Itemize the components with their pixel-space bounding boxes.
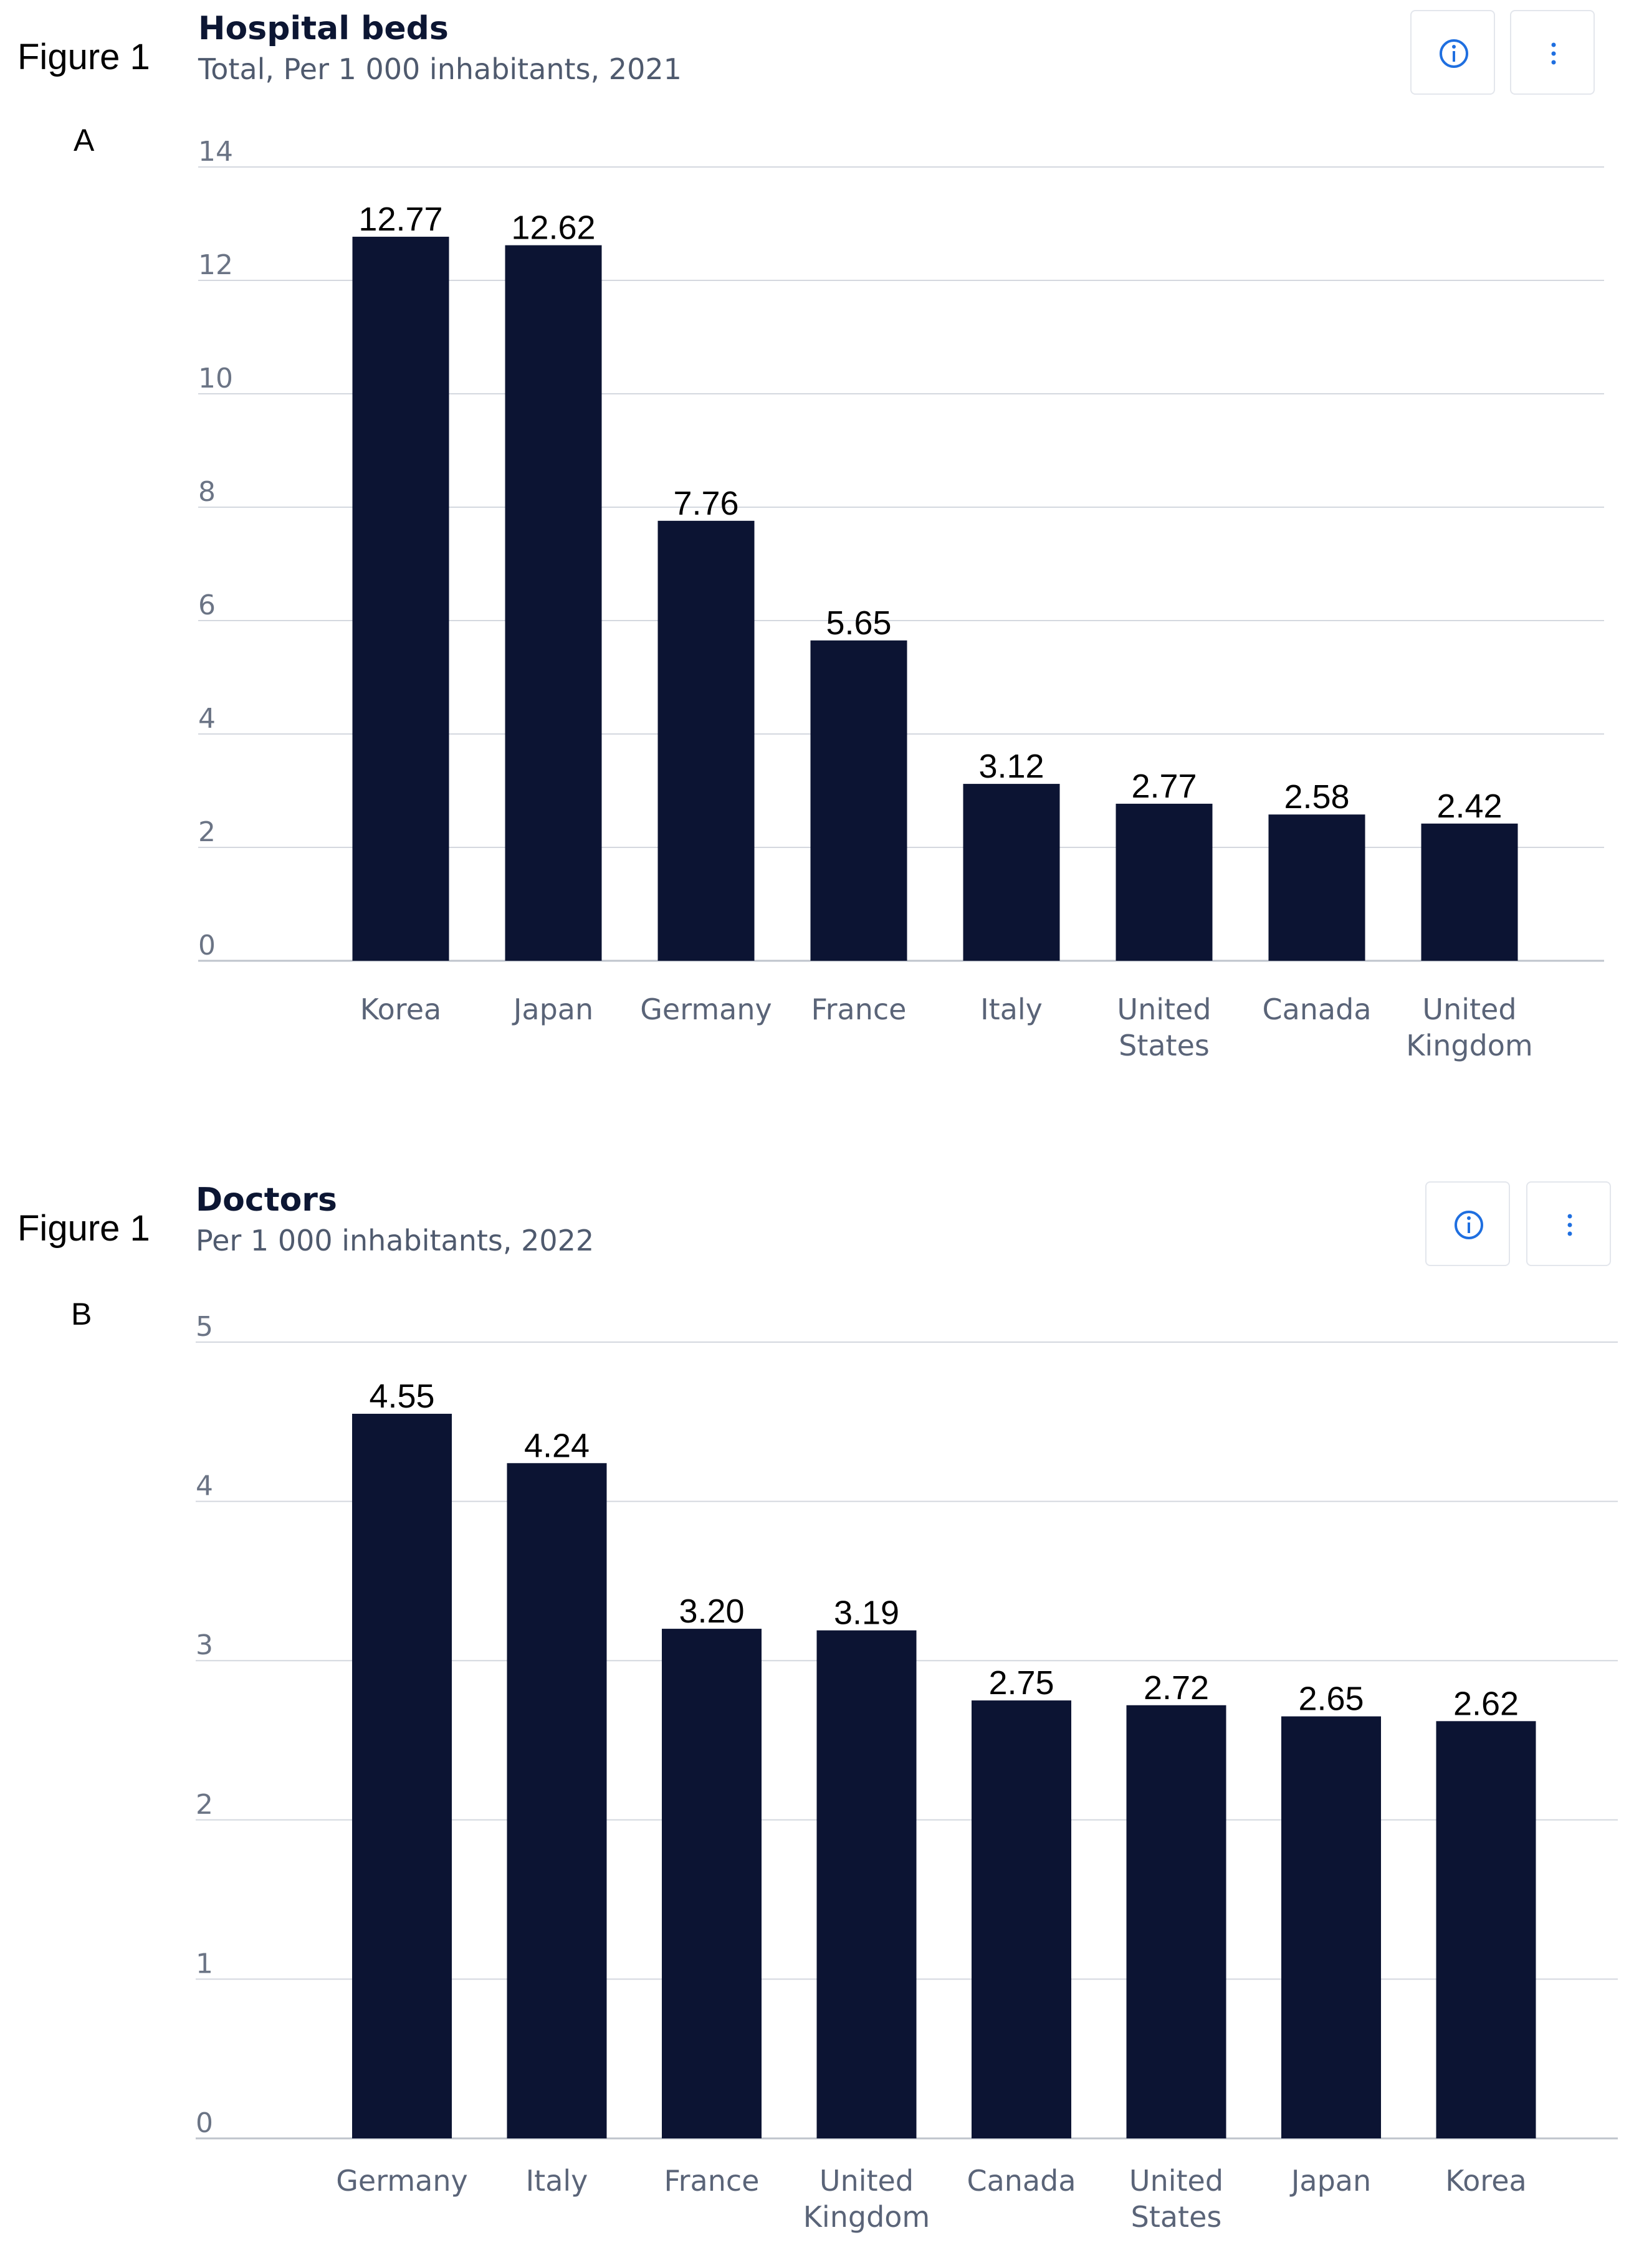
more-options-button[interactable] — [1510, 10, 1595, 95]
category-label: Italy — [980, 993, 1043, 1026]
chart-subtitle: Per 1 000 inhabitants, 2022 — [196, 1224, 595, 1257]
data-label: 5.65 — [826, 604, 891, 642]
info-button[interactable] — [1425, 1181, 1510, 1266]
bar[interactable] — [972, 1700, 1071, 2138]
bar[interactable] — [662, 1629, 762, 2138]
data-label: 4.24 — [524, 1427, 590, 1464]
y-tick-label: 0 — [196, 2107, 213, 2139]
bar[interactable] — [1126, 1705, 1226, 2138]
y-tick-label: 2 — [198, 816, 216, 848]
bar[interactable] — [810, 640, 907, 961]
bar[interactable] — [1421, 823, 1518, 961]
data-label: 2.77 — [1131, 768, 1197, 805]
y-tick-label: 1 — [196, 1948, 213, 1980]
data-label: 2.58 — [1284, 778, 1349, 816]
data-label: 12.77 — [358, 201, 442, 238]
y-tick-label: 4 — [198, 703, 216, 735]
category-label: France — [664, 2164, 760, 2198]
bar[interactable] — [352, 1414, 452, 2138]
category-label: Canada — [967, 2164, 1076, 2198]
y-tick-label: 4 — [196, 1470, 213, 1502]
bar[interactable] — [507, 1463, 607, 2138]
figure-hospital-beds: Figure 1 A Hospital beds Total, Per 1 00… — [0, 0, 1639, 1097]
category-label: United States — [1129, 2164, 1223, 2234]
bar[interactable] — [657, 520, 755, 961]
category-label: Korea — [1445, 2164, 1526, 2198]
y-tick-label: 5 — [196, 1311, 213, 1343]
data-label: 3.19 — [834, 1594, 899, 1632]
info-button[interactable] — [1410, 10, 1495, 95]
y-tick-label: 10 — [198, 363, 233, 394]
bar[interactable] — [1268, 814, 1365, 961]
category-label: Korea — [360, 993, 441, 1026]
bar[interactable] — [1116, 803, 1213, 961]
data-label: 7.76 — [673, 485, 738, 522]
y-tick-label: 8 — [198, 476, 216, 508]
category-label: Canada — [1262, 993, 1371, 1026]
bar[interactable] — [963, 784, 1060, 961]
chart-title: Doctors — [196, 1181, 337, 1219]
data-label: 4.55 — [369, 1378, 434, 1415]
y-tick-label: 12 — [198, 249, 233, 281]
bar[interactable] — [1281, 1716, 1381, 2138]
data-label: 2.72 — [1144, 1669, 1209, 1707]
chart-title: Hospital beds — [198, 10, 449, 47]
figure-label: Figure 1 — [17, 37, 150, 77]
category-label: Japan — [512, 993, 593, 1026]
chart-subtitle: Total, Per 1 000 inhabitants, 2021 — [198, 52, 682, 86]
panel-letter: B — [71, 1297, 92, 1332]
bar[interactable] — [505, 245, 602, 961]
category-label: Japan — [1289, 2164, 1371, 2198]
data-label: 12.62 — [511, 209, 595, 247]
category-label: United States — [1117, 993, 1211, 1062]
data-label: 2.65 — [1298, 1680, 1364, 1718]
y-tick-label: 6 — [198, 589, 216, 621]
bar[interactable] — [352, 236, 449, 961]
panel-letter: A — [74, 123, 95, 158]
vertical-ellipsis-icon — [1551, 42, 1556, 65]
bar[interactable] — [1436, 1721, 1536, 2138]
y-tick-label: 0 — [198, 930, 216, 961]
more-options-button[interactable] — [1526, 1181, 1611, 1266]
info-circle-icon — [1440, 39, 1468, 68]
figure-label: Figure 1 — [17, 1208, 150, 1249]
hospital-beds-bar-chart: 0 2 4 6 8 10 12 14 12.77 Korea 12.62 Japan 7.76 Germa… — [198, 136, 1604, 1062]
vertical-ellipsis-icon — [1567, 1214, 1572, 1236]
y-tick-label: 14 — [198, 136, 233, 168]
category-label: Germany — [336, 2164, 467, 2198]
category-label: United Kingdom — [803, 2164, 930, 2234]
category-label: Germany — [640, 993, 772, 1026]
category-label: France — [811, 993, 907, 1026]
category-label: United Kingdom — [1406, 993, 1532, 1062]
data-label: 3.20 — [679, 1593, 744, 1630]
bar[interactable] — [816, 1630, 917, 2138]
category-label: Italy — [526, 2164, 588, 2198]
data-label: 3.12 — [978, 748, 1044, 785]
y-tick-label: 3 — [196, 1629, 213, 1661]
data-label: 2.75 — [988, 1664, 1054, 1702]
data-label: 2.62 — [1453, 1685, 1519, 1722]
figure-doctors: Figure 1 B Doctors Per 1 000 inhabitants… — [0, 1171, 1639, 2268]
info-circle-icon — [1455, 1211, 1483, 1239]
doctors-bar-chart: 0 1 2 3 4 5 4.55 Germany 4.24 Italy 3.20 France 3.19… — [196, 1311, 1618, 2234]
data-label: 2.42 — [1436, 788, 1502, 825]
y-tick-label: 2 — [196, 1789, 213, 1821]
